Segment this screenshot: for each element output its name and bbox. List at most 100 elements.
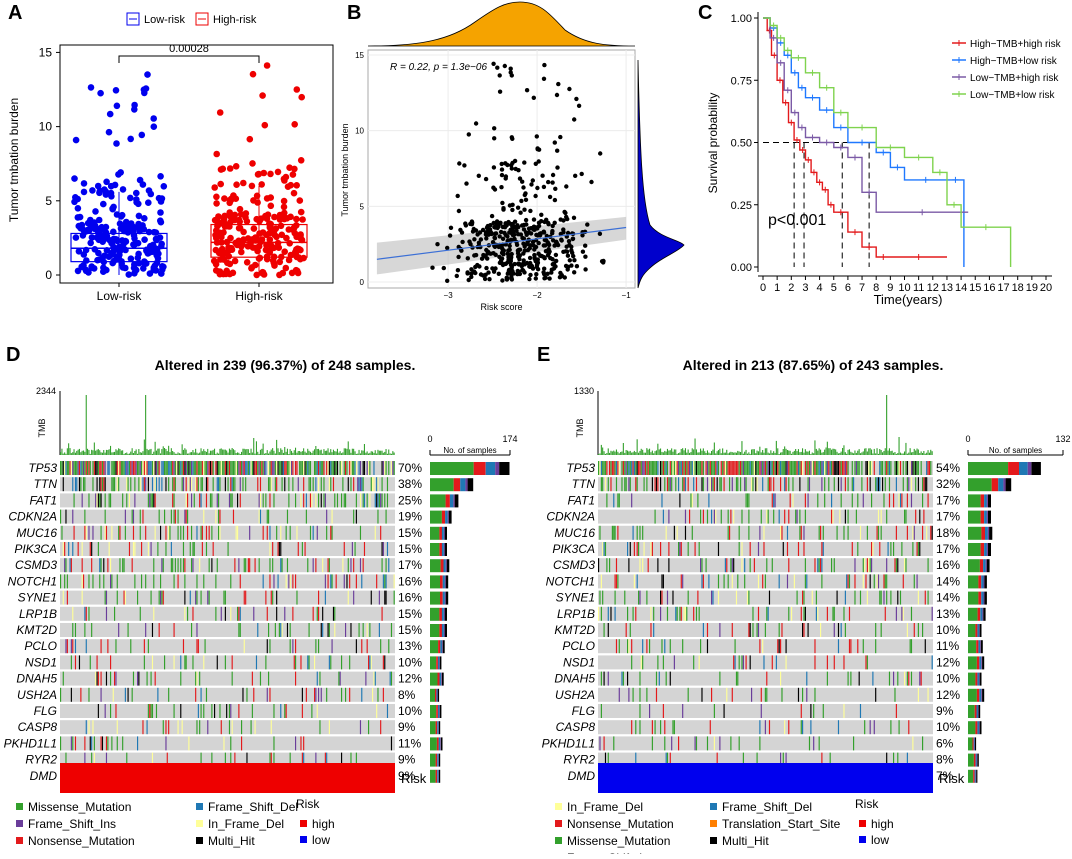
mutation-cell — [263, 461, 264, 475]
tmb-bar — [701, 451, 702, 455]
gene-row-background — [598, 607, 933, 621]
mutation-cell — [852, 542, 853, 556]
sample-count-bar-segment — [446, 494, 450, 507]
mutation-cell — [761, 510, 762, 524]
data-point — [554, 240, 558, 244]
mutation-cell — [175, 461, 176, 475]
mutation-cell — [838, 461, 839, 475]
tmb-bar — [883, 451, 884, 455]
mutation-cell — [849, 607, 850, 621]
tmb-bar — [361, 450, 362, 455]
data-point — [538, 254, 542, 258]
mutation-cell — [638, 591, 639, 605]
mutation-cell — [168, 461, 169, 475]
mutation-cell — [799, 477, 800, 491]
mutation-cell — [110, 655, 111, 669]
sample-count-bar-segment — [978, 575, 981, 588]
tmb-bar — [259, 454, 260, 455]
mutation-cell — [236, 461, 237, 475]
tmb-bar — [95, 451, 96, 455]
mutation-cell — [180, 461, 181, 475]
sample-count-bar-segment — [445, 543, 447, 556]
mutation-cell — [922, 736, 923, 750]
tmb-bar — [149, 449, 150, 455]
mutation-cell — [71, 688, 72, 702]
data-point — [569, 245, 573, 249]
mutation-cell — [721, 510, 722, 524]
sample-count-bar-segment — [437, 737, 439, 750]
mutation-cell — [180, 655, 181, 669]
legend-label: High−TMB+high risk — [970, 39, 1062, 50]
tmb-bar — [201, 448, 202, 455]
sample-axis-label: No. of samples — [989, 446, 1042, 455]
mutation-cell — [152, 477, 153, 491]
gene-label: CSMD3 — [553, 558, 595, 572]
sample-count-bar-segment — [981, 575, 983, 588]
x-tick-label: High-risk — [235, 289, 283, 303]
mutation-cell — [903, 477, 904, 491]
mutation-cell — [178, 574, 179, 588]
mutation-cell — [627, 639, 628, 653]
mutation-cell — [257, 477, 258, 491]
data-point — [505, 234, 509, 238]
data-point — [560, 238, 564, 242]
mutation-cell — [133, 461, 134, 475]
mutation-cell — [671, 477, 672, 491]
tmb-bar — [275, 454, 276, 456]
mutation-cell — [178, 461, 179, 475]
mutation-cell — [221, 607, 222, 621]
mutation-cell — [149, 493, 150, 507]
sample-count-bar-segment — [439, 624, 442, 637]
mutation-cell — [905, 558, 906, 572]
mutation-cell — [115, 672, 116, 686]
mutation-cell — [733, 558, 734, 572]
mutation-cell — [875, 477, 876, 491]
mutation-cell — [817, 558, 818, 572]
data-point — [498, 234, 502, 238]
mutation-cell — [318, 607, 319, 621]
sample-count-bar-segment — [441, 559, 444, 572]
data-point — [140, 265, 147, 272]
mutation-cell — [192, 655, 193, 669]
mutation-cell — [75, 461, 76, 475]
mutation-cell — [838, 623, 839, 637]
mutation-cell — [875, 639, 876, 653]
data-point — [507, 230, 511, 234]
data-point — [233, 195, 240, 202]
mutation-cell — [707, 639, 708, 653]
mutation-cell — [885, 574, 886, 588]
mutation-cell — [242, 688, 243, 702]
data-point — [267, 224, 274, 231]
tmb-bar — [668, 451, 669, 456]
tmb-bar — [369, 453, 370, 455]
mutation-cell — [221, 720, 222, 734]
mutation-cell — [900, 493, 901, 507]
sample-count-bar-segment — [981, 543, 984, 556]
data-point — [243, 210, 250, 217]
mutation-cell — [245, 558, 246, 572]
mutation-cell — [882, 477, 883, 491]
mutation-cell — [388, 558, 389, 572]
mutation-cell — [773, 477, 774, 491]
data-point — [506, 248, 510, 252]
tmb-bar — [730, 452, 731, 455]
mutation-cell — [218, 461, 219, 475]
mutation-cell — [211, 704, 212, 718]
mutation-cell — [384, 655, 385, 669]
data-point — [521, 185, 525, 189]
mutation-cell — [601, 607, 602, 621]
mutation-cell — [674, 526, 675, 540]
mutation-cell — [854, 558, 855, 572]
mutation-cell — [871, 542, 872, 556]
mutation-cell — [708, 461, 709, 475]
mutation-cell — [846, 461, 847, 475]
tmb-bar — [138, 449, 139, 455]
mutation-cell — [631, 493, 632, 507]
mutation-cell — [125, 510, 126, 524]
censor-mark — [828, 202, 834, 208]
mutation-cell — [261, 461, 262, 475]
tmb-bar — [340, 451, 341, 455]
tmb-bar — [328, 448, 329, 455]
mutation-cell — [602, 542, 603, 556]
